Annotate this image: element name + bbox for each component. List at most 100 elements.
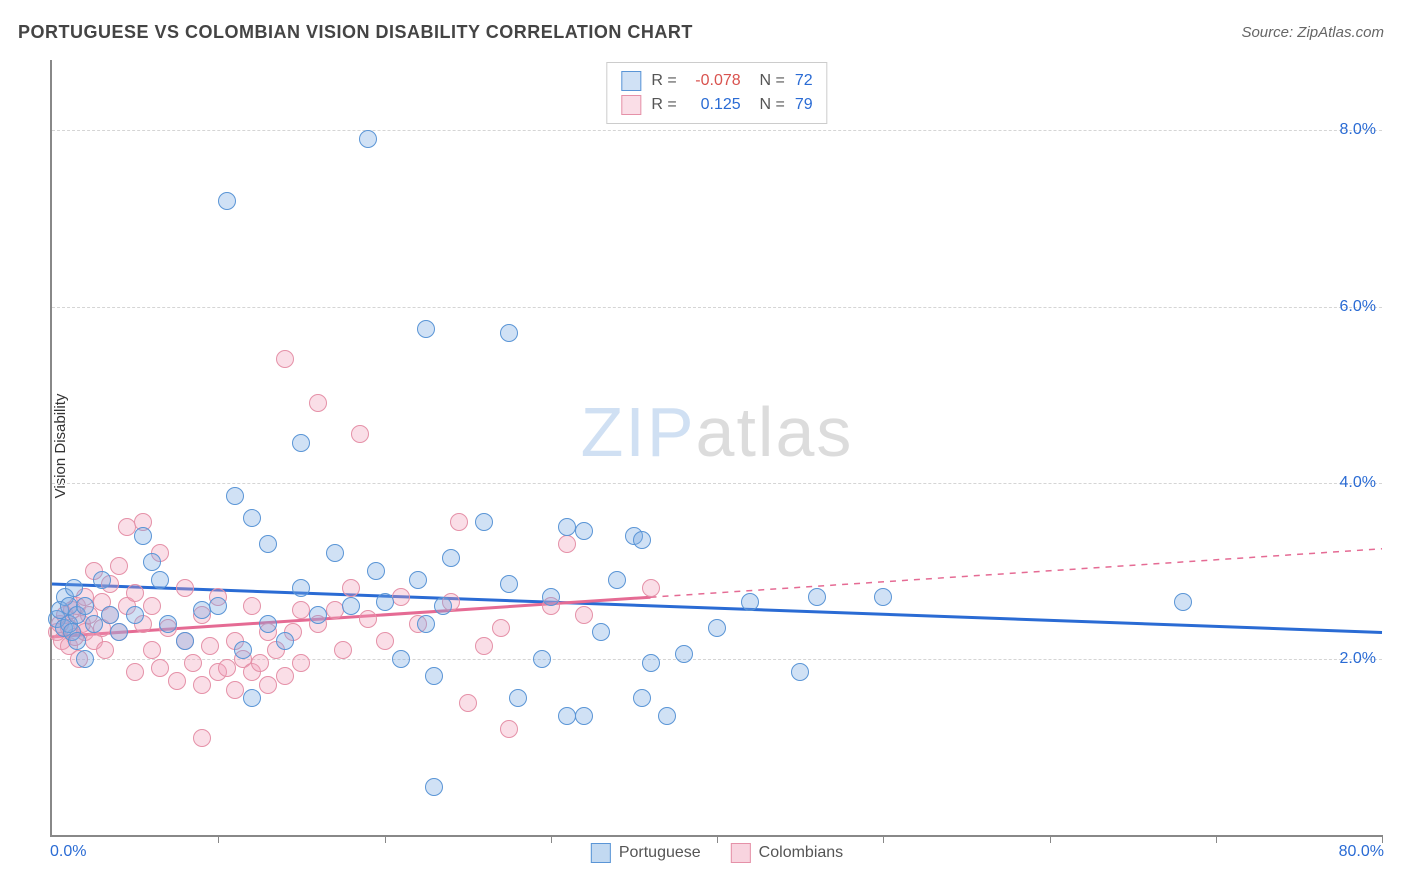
y-tick-label: 6.0% — [1340, 298, 1376, 316]
stat-n-value-1: 72 — [795, 69, 813, 93]
data-point — [376, 593, 394, 611]
chart-container: PORTUGUESE VS COLOMBIAN VISION DISABILIT… — [0, 0, 1406, 892]
data-point — [110, 623, 128, 641]
data-point — [359, 130, 377, 148]
data-point — [193, 729, 211, 747]
data-point — [417, 320, 435, 338]
data-point — [151, 571, 169, 589]
data-point — [151, 659, 169, 677]
data-point — [218, 192, 236, 210]
data-point — [110, 557, 128, 575]
stat-n-label: N = — [751, 69, 785, 93]
data-point — [500, 324, 518, 342]
data-point — [558, 518, 576, 536]
data-point — [243, 509, 261, 527]
data-point — [276, 632, 294, 650]
stat-r-label: R = — [651, 69, 676, 93]
stat-n-label: N = — [751, 93, 785, 117]
data-point — [425, 778, 443, 796]
data-point — [492, 619, 510, 637]
data-point — [434, 597, 452, 615]
data-point — [276, 667, 294, 685]
data-point — [251, 654, 269, 672]
data-point — [533, 650, 551, 668]
data-point — [459, 694, 477, 712]
regression-lines — [52, 60, 1382, 835]
x-tick — [218, 835, 219, 843]
data-point — [126, 663, 144, 681]
data-point — [741, 593, 759, 611]
x-tick-min: 0.0% — [50, 843, 86, 861]
data-point — [134, 527, 152, 545]
data-point — [409, 571, 427, 589]
data-point — [392, 650, 410, 668]
data-point — [259, 535, 277, 553]
x-tick — [1382, 835, 1383, 843]
data-point — [326, 544, 344, 562]
data-point — [193, 601, 211, 619]
data-point — [176, 632, 194, 650]
x-tick — [551, 835, 552, 843]
data-point — [85, 615, 103, 633]
data-point — [76, 650, 94, 668]
data-point — [450, 513, 468, 531]
data-point — [442, 549, 460, 567]
data-point — [392, 588, 410, 606]
data-point — [558, 707, 576, 725]
data-point — [68, 632, 86, 650]
data-point — [226, 487, 244, 505]
chart-title: PORTUGUESE VS COLOMBIAN VISION DISABILIT… — [18, 22, 693, 43]
data-point — [292, 434, 310, 452]
data-point — [168, 672, 186, 690]
gridline — [52, 483, 1382, 484]
y-tick-label: 4.0% — [1340, 474, 1376, 492]
data-point — [259, 676, 277, 694]
data-point — [334, 641, 352, 659]
stat-n-value-2: 79 — [795, 93, 813, 117]
data-point — [292, 654, 310, 672]
bottom-legend: Portuguese Colombians — [591, 843, 843, 863]
stats-box: R = -0.078 N = 72 R = 0.125 N = 79 — [606, 62, 827, 124]
watermark-part2: atlas — [696, 393, 854, 471]
data-point — [184, 654, 202, 672]
stats-row-1: R = -0.078 N = 72 — [621, 69, 812, 93]
data-point — [575, 522, 593, 540]
plot-area: ZIPatlas R = -0.078 N = 72 R = 0.125 N =… — [50, 60, 1382, 837]
data-point — [292, 579, 310, 597]
data-point — [209, 597, 227, 615]
gridline — [52, 130, 1382, 131]
data-point — [326, 601, 344, 619]
data-point — [642, 654, 660, 672]
data-point — [425, 667, 443, 685]
data-point — [176, 579, 194, 597]
data-point — [874, 588, 892, 606]
swatch-colombians — [621, 95, 641, 115]
data-point — [1174, 593, 1192, 611]
data-point — [96, 641, 114, 659]
data-point — [101, 606, 119, 624]
data-point — [243, 689, 261, 707]
data-point — [542, 588, 560, 606]
data-point — [126, 584, 144, 602]
data-point — [558, 535, 576, 553]
data-point — [808, 588, 826, 606]
data-point — [475, 513, 493, 531]
swatch-portuguese — [621, 71, 641, 91]
data-point — [367, 562, 385, 580]
data-point — [309, 394, 327, 412]
data-point — [276, 350, 294, 368]
data-point — [143, 641, 161, 659]
data-point — [708, 619, 726, 637]
legend-item-colombians: Colombians — [731, 843, 843, 863]
y-tick-label: 2.0% — [1340, 650, 1376, 668]
data-point — [376, 632, 394, 650]
data-point — [226, 681, 244, 699]
stats-row-2: R = 0.125 N = 79 — [621, 93, 812, 117]
data-point — [201, 637, 219, 655]
data-point — [342, 597, 360, 615]
data-point — [417, 615, 435, 633]
gridline — [52, 307, 1382, 308]
stat-r-label: R = — [651, 93, 676, 117]
data-point — [633, 531, 651, 549]
data-point — [259, 615, 277, 633]
